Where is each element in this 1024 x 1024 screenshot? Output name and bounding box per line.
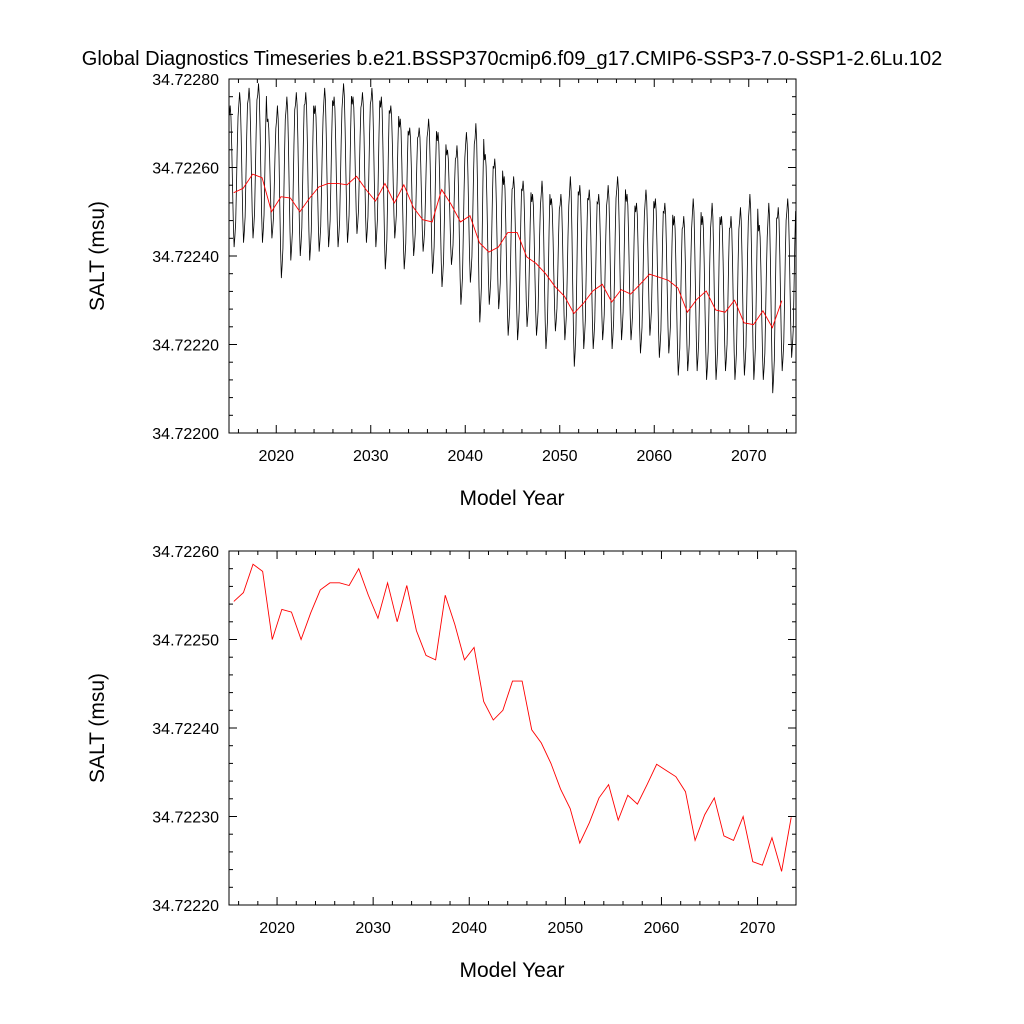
top-ticks-layer: 2020 2030 2040 2050 2060 2070 34.72200 34.72220… (152, 72, 796, 465)
bottom-x-tick-label: 2060 (644, 920, 680, 937)
top-y-tick-label: 34.72260 (152, 161, 219, 178)
top-series-1-line (233, 173, 783, 329)
top-panel: 2020 2030 2040 2050 2060 2070 34.72200 34.72220… (86, 72, 797, 510)
top-x-tick-label: 2070 (731, 448, 767, 465)
bottom-xlabel: Model Year (459, 959, 564, 982)
bottom-x-tick-label: 2040 (451, 920, 487, 937)
bottom-y-tick-label: 34.72220 (152, 898, 219, 915)
bottom-series-0-line (233, 563, 792, 872)
bottom-ticks-layer: 2020 2030 2040 2050 2060 2070 34.72220 34.72230… (152, 544, 797, 937)
top-x-tick-label: 2040 (447, 448, 483, 465)
top-x-tick-label: 2060 (636, 448, 672, 465)
bottom-ylabel: SALT (msu) (86, 673, 109, 783)
bottom-y-tick-label: 34.72250 (152, 633, 219, 650)
bottom-x-tick-label: 2020 (259, 920, 295, 937)
bottom-plot-frame (228, 550, 797, 906)
top-xlabel: Model Year (459, 487, 564, 510)
bottom-y-tick-label: 34.72230 (152, 810, 219, 827)
top-y-tick-label: 34.72200 (152, 426, 219, 443)
top-y-tick-label: 34.72220 (152, 338, 219, 355)
top-x-tick-label: 2020 (258, 448, 294, 465)
bottom-panel: 2020 2030 2040 2050 2060 2070 34.72220 34.72230… (86, 544, 797, 982)
top-y-tick-label: 34.72240 (152, 249, 219, 266)
top-series-0-line (228, 83, 796, 394)
top-x-tick-label: 2050 (542, 448, 578, 465)
top-ylabel: SALT (msu) (86, 201, 109, 311)
bottom-y-tick-label: 34.72260 (152, 544, 219, 561)
bottom-x-tick-label: 2070 (740, 920, 776, 937)
chart-title: Global Diagnostics Timeseries b.e21.BSSP… (82, 48, 942, 70)
bottom-y-tick-label: 34.72240 (152, 721, 219, 738)
top-y-tick-label: 34.72280 (152, 72, 219, 89)
top-plot-frame (228, 78, 797, 434)
bottom-x-tick-label: 2050 (548, 920, 584, 937)
bottom-x-tick-label: 2030 (355, 920, 391, 937)
bottom-series-layer (233, 563, 792, 872)
top-series-layer (228, 83, 796, 394)
top-x-tick-label: 2030 (353, 448, 389, 465)
